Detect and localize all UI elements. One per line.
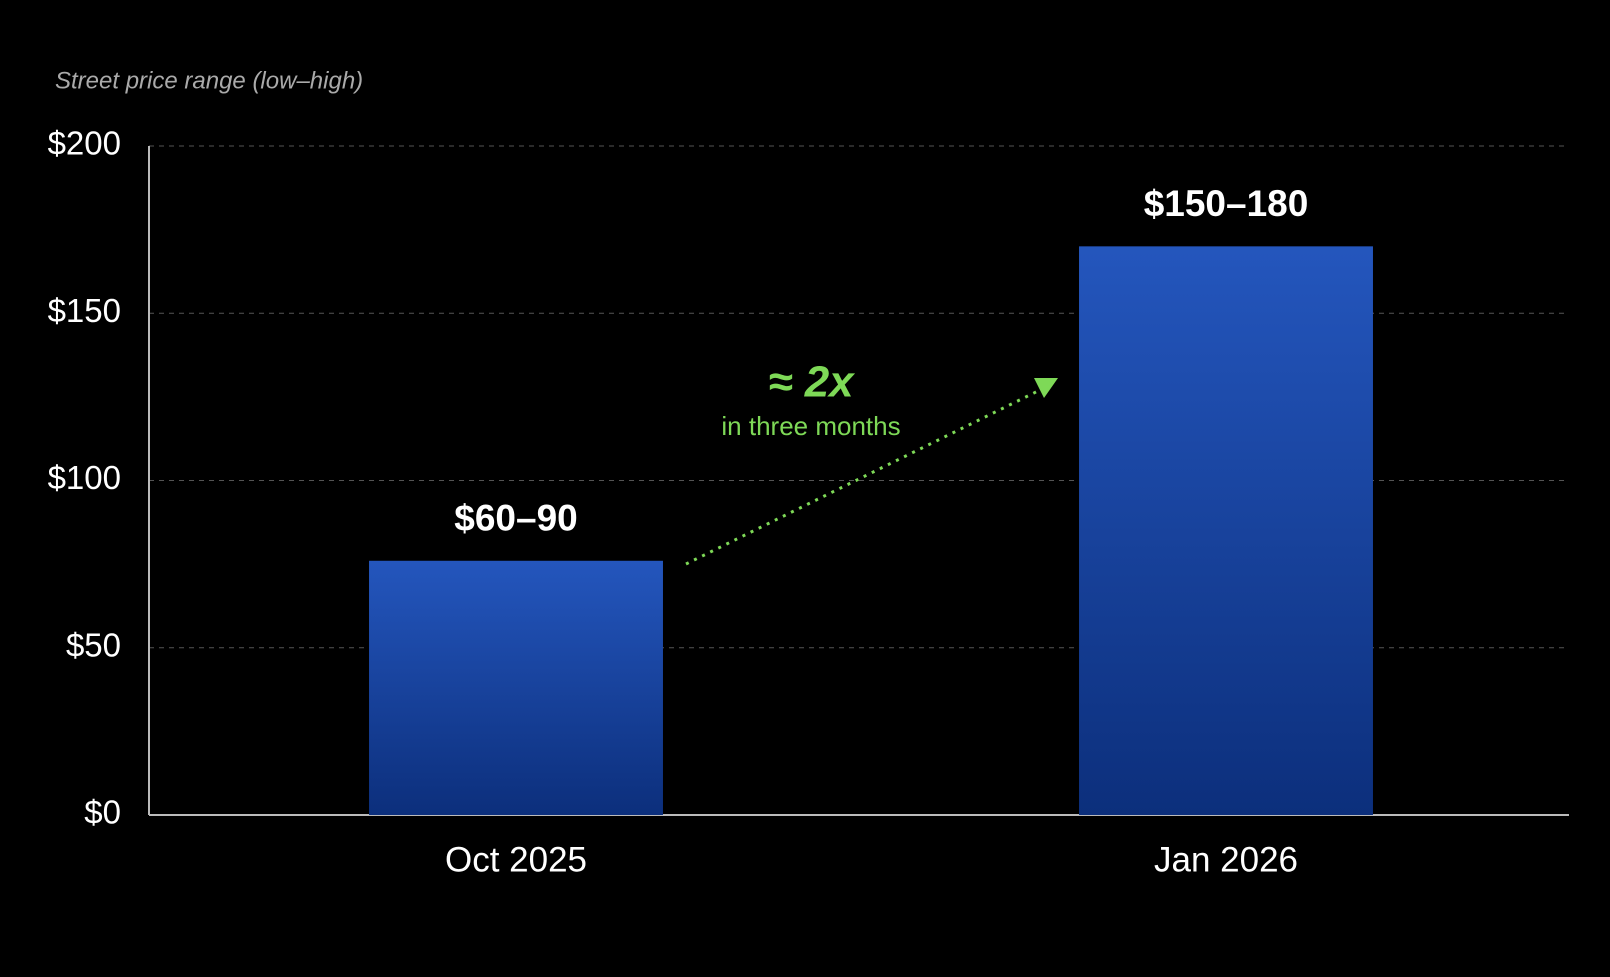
axis-label: Street price range (low–high) [55, 67, 363, 94]
y-tick-label: $50 [66, 626, 121, 663]
y-tick-label: $0 [84, 794, 121, 831]
y-tick-label: $100 [48, 459, 121, 496]
annotation-subtitle: in three months [721, 411, 900, 441]
y-tick-label: $200 [48, 125, 121, 162]
x-tick-label: Jan 2026 [1154, 840, 1298, 879]
bar [1079, 246, 1373, 816]
bar [369, 560, 663, 815]
annotation-title: ≈ 2x [768, 358, 855, 407]
y-tick-label: $150 [48, 292, 121, 329]
trend-arrow [685, 388, 1041, 566]
bar-label: $150–180 [1144, 183, 1309, 224]
bar-label: $60–90 [454, 498, 577, 539]
arrow-head [1034, 378, 1058, 398]
x-tick-label: Oct 2025 [445, 840, 587, 879]
